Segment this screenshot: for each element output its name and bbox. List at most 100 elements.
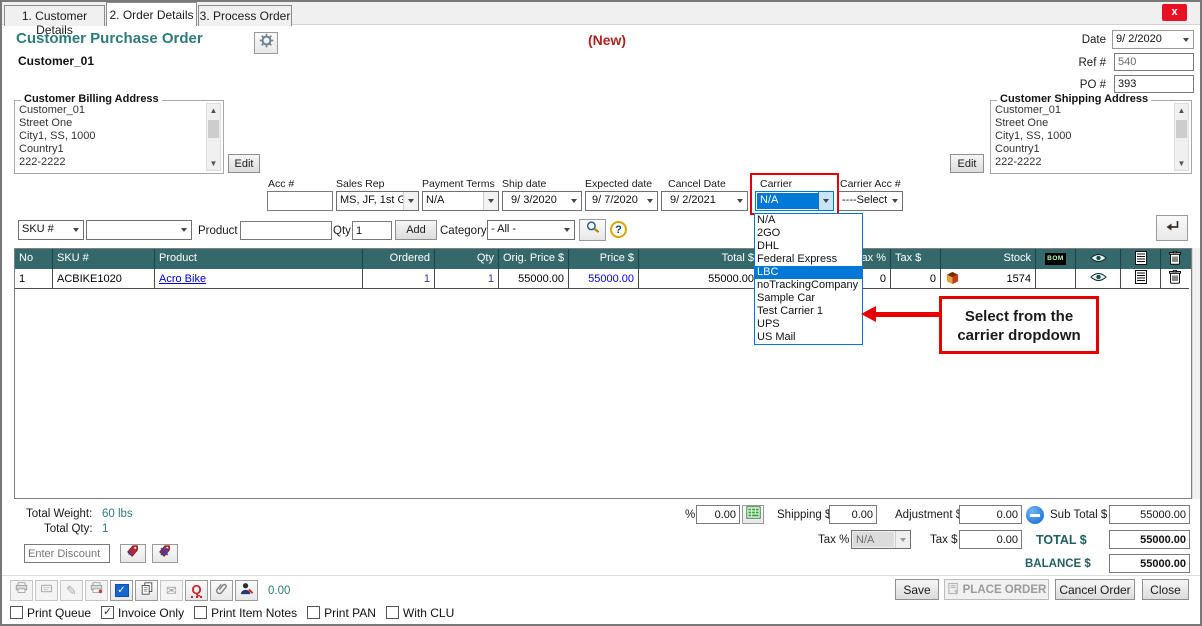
shipping-scrollbar[interactable]: ▲ ▼ bbox=[1174, 103, 1189, 171]
save-button[interactable]: Save bbox=[895, 579, 939, 600]
cell-bom[interactable] bbox=[1036, 269, 1076, 289]
cell-view[interactable] bbox=[1076, 269, 1121, 289]
chevron-down-icon[interactable] bbox=[887, 192, 902, 210]
tax-input[interactable] bbox=[959, 530, 1022, 549]
carrier-option[interactable]: Sample Car bbox=[757, 292, 816, 304]
cell-delete[interactable] bbox=[1161, 269, 1189, 289]
category-select[interactable]: - All - bbox=[487, 220, 575, 240]
search-items-button[interactable] bbox=[579, 219, 606, 241]
scrollbar-thumb[interactable] bbox=[208, 120, 219, 138]
edit-shipping-button[interactable]: Edit bbox=[950, 154, 984, 173]
checkbox-icon[interactable] bbox=[194, 606, 208, 619]
print-card-button[interactable] bbox=[35, 580, 58, 601]
checkbox-icon[interactable] bbox=[385, 606, 399, 619]
print-pan-option[interactable]: Print PAN bbox=[307, 606, 376, 620]
discount-pct-input[interactable] bbox=[696, 505, 740, 524]
checkbox-icon[interactable] bbox=[307, 606, 321, 619]
product-link[interactable]: Acro Bike bbox=[159, 272, 207, 285]
chevron-down-icon[interactable] bbox=[566, 192, 581, 210]
cell-qty[interactable]: 1 bbox=[435, 269, 499, 289]
chevron-down-icon[interactable] bbox=[818, 192, 833, 210]
adjustment-input[interactable] bbox=[959, 505, 1022, 524]
scrollbar-thumb[interactable] bbox=[1176, 120, 1187, 138]
chevron-down-icon[interactable] bbox=[483, 192, 498, 210]
remove-discount-button[interactable] bbox=[152, 544, 178, 563]
place-order-button[interactable]: PLACE ORDER bbox=[944, 579, 1049, 600]
chevron-down-icon[interactable] bbox=[68, 221, 83, 239]
billing-scrollbar[interactable]: ▲ ▼ bbox=[206, 103, 221, 171]
cell-notes[interactable] bbox=[1121, 269, 1161, 289]
trash-icon[interactable] bbox=[1169, 269, 1181, 287]
help-icon[interactable]: ? bbox=[610, 221, 627, 238]
shipping-input[interactable] bbox=[829, 505, 877, 524]
table-scrollbar[interactable] bbox=[1192, 248, 1200, 499]
notes-icon[interactable] bbox=[1134, 270, 1147, 287]
chevron-down-icon[interactable] bbox=[1178, 31, 1193, 48]
close-icon[interactable]: x bbox=[1162, 4, 1187, 21]
carrier-option[interactable]: DHL bbox=[757, 240, 780, 252]
carrier-option[interactable]: US Mail bbox=[757, 331, 796, 343]
ref-input[interactable] bbox=[1114, 53, 1194, 71]
tab-customer-details[interactable]: 1. Customer Details bbox=[4, 5, 105, 37]
sku-mode-select[interactable]: SKU # bbox=[18, 220, 84, 240]
acc-input[interactable] bbox=[267, 191, 333, 211]
carrier-option[interactable]: N/A bbox=[757, 214, 776, 226]
chevron-down-icon[interactable] bbox=[642, 192, 657, 210]
cancel-order-button[interactable]: Cancel Order bbox=[1055, 579, 1135, 600]
print-item-notes-option[interactable]: Print Item Notes bbox=[194, 606, 297, 620]
email-button[interactable]: ✉ bbox=[160, 580, 183, 601]
print-queue-option[interactable]: Print Queue bbox=[10, 606, 91, 620]
print-button[interactable] bbox=[10, 580, 33, 601]
discount-input[interactable] bbox=[24, 544, 110, 563]
attachment-button[interactable] bbox=[210, 580, 233, 601]
carrier-option[interactable]: Test Carrier 1 bbox=[757, 305, 824, 317]
chevron-down-icon[interactable] bbox=[559, 221, 574, 239]
checkbox-icon[interactable] bbox=[10, 606, 23, 619]
scroll-up-icon[interactable]: ▲ bbox=[209, 106, 218, 115]
tab-process-order[interactable]: 3. Process Order bbox=[198, 5, 292, 26]
po-input[interactable] bbox=[1114, 75, 1194, 93]
ship-date-picker[interactable]: 9/ 3/2020 bbox=[502, 191, 582, 211]
minus-icon[interactable] bbox=[1026, 506, 1044, 524]
scroll-down-icon[interactable]: ▼ bbox=[209, 159, 218, 168]
cell-ordered[interactable]: 1 bbox=[363, 269, 435, 289]
customer-edit-button[interactable] bbox=[235, 580, 258, 601]
tab-order-details[interactable]: 2. Order Details bbox=[106, 2, 197, 26]
checkbox-checked-icon[interactable] bbox=[101, 605, 115, 619]
invoice-only-option[interactable]: Invoice Only bbox=[101, 605, 184, 620]
eye-icon[interactable] bbox=[1089, 272, 1107, 285]
close-button[interactable]: Close bbox=[1142, 579, 1189, 600]
toggle-check-button[interactable]: ✓ bbox=[110, 580, 133, 601]
apply-return-button[interactable] bbox=[1156, 215, 1188, 241]
with-clu-option[interactable]: With CLU bbox=[385, 606, 454, 620]
cell-price[interactable]: 55000.00 bbox=[569, 269, 639, 289]
scroll-down-icon[interactable]: ▼ bbox=[1177, 159, 1186, 168]
chevron-down-icon[interactable] bbox=[176, 221, 191, 239]
qty-input[interactable] bbox=[352, 221, 392, 240]
sku-select[interactable] bbox=[86, 220, 192, 240]
carrier-option[interactable]: Federal Express bbox=[757, 253, 838, 265]
carrier-acc-select[interactable]: ----Select bbox=[838, 191, 903, 211]
payment-terms-select[interactable]: N/A bbox=[422, 191, 499, 211]
sign-button[interactable]: ✎ bbox=[60, 580, 83, 601]
add-item-button[interactable]: Add bbox=[395, 220, 437, 240]
copy-button[interactable] bbox=[135, 580, 158, 601]
calculate-discount-button[interactable] bbox=[742, 505, 764, 524]
order-settings-button[interactable] bbox=[254, 32, 278, 54]
product-input[interactable] bbox=[240, 221, 332, 240]
scroll-up-icon[interactable]: ▲ bbox=[1177, 106, 1186, 115]
carrier-option[interactable]: 2GO bbox=[757, 227, 781, 239]
date-picker[interactable]: 9/ 2/2020 bbox=[1112, 30, 1194, 49]
apply-discount-button[interactable] bbox=[120, 544, 146, 563]
sales-rep-select[interactable]: MS, JF, 1st Gi bbox=[336, 191, 419, 211]
chevron-down-icon[interactable] bbox=[732, 192, 747, 210]
edit-billing-button[interactable]: Edit bbox=[228, 154, 260, 173]
carrier-option[interactable]: noTrackingCompany bbox=[757, 279, 859, 291]
chevron-down-icon[interactable] bbox=[403, 192, 418, 210]
expected-date-picker[interactable]: 9/ 7/2020 bbox=[585, 191, 658, 211]
carrier-option[interactable]: UPS bbox=[757, 318, 780, 330]
cancel-date-picker[interactable]: 9/ 2/2021 bbox=[661, 191, 748, 211]
print-label-button[interactable] bbox=[85, 580, 108, 601]
carrier-select[interactable]: N/A bbox=[755, 191, 834, 211]
carrier-option-selected[interactable]: LBC bbox=[755, 266, 862, 279]
